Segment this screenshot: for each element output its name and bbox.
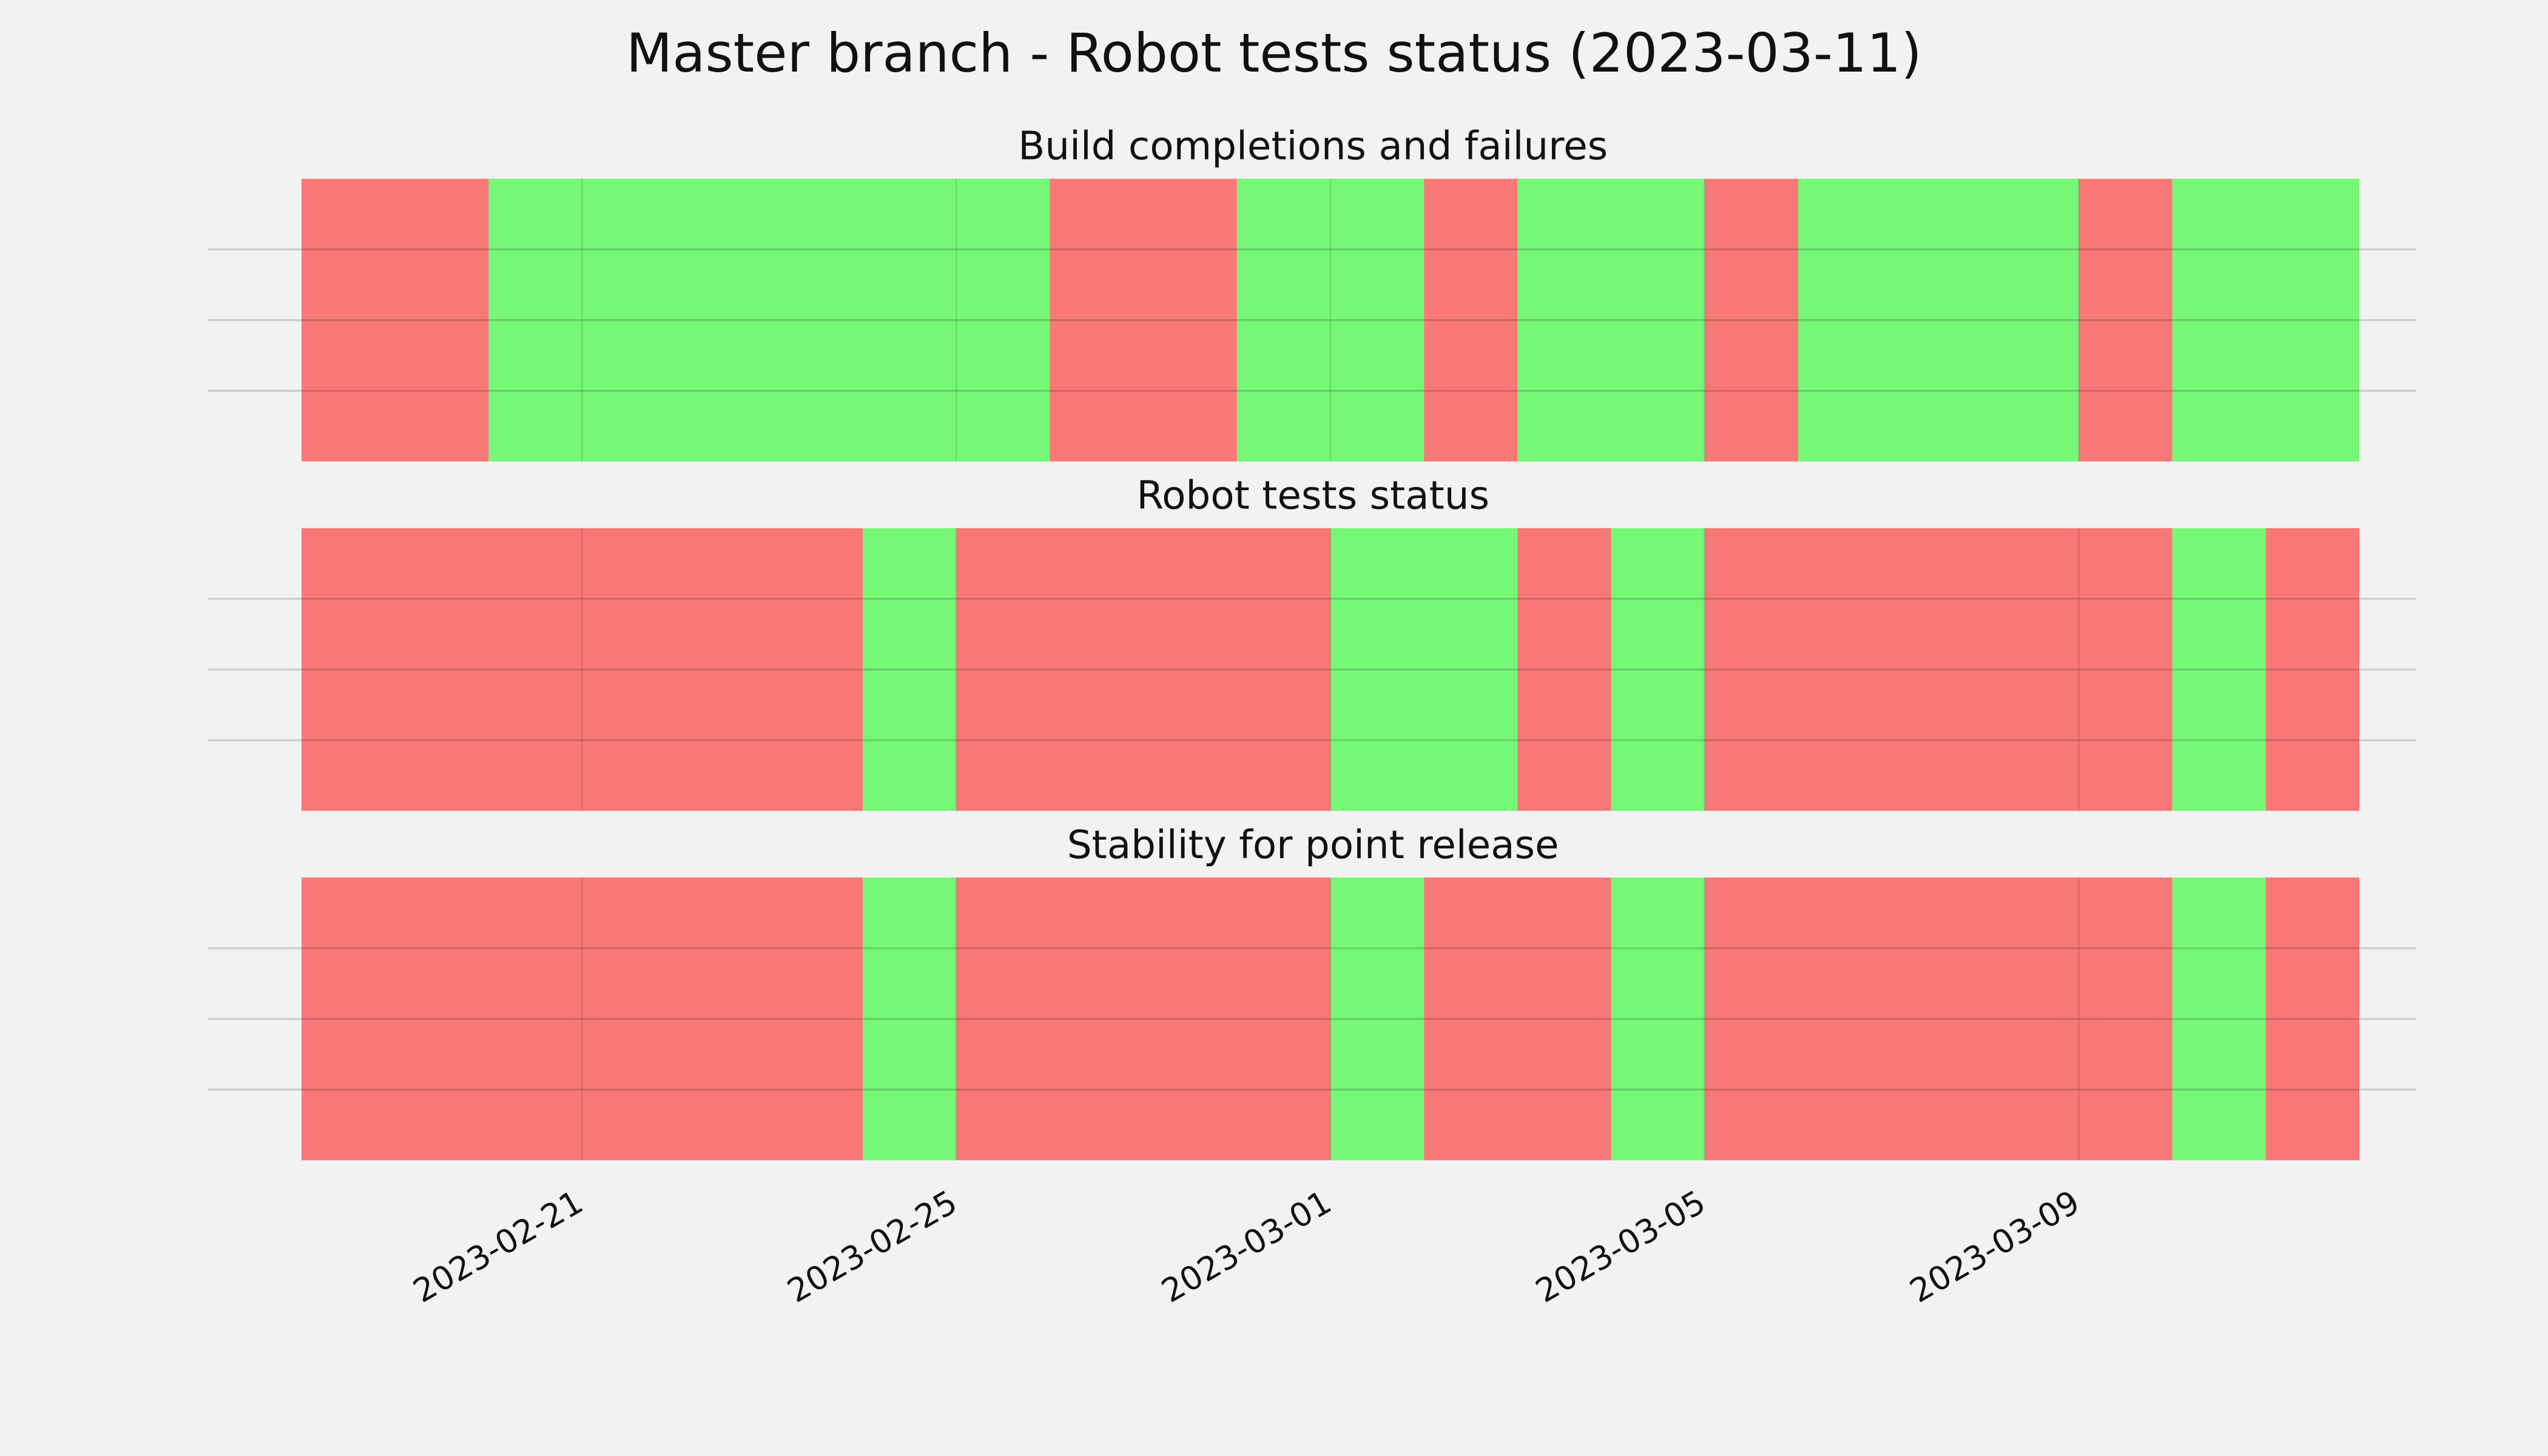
status-span — [1050, 178, 1237, 462]
status-span — [1517, 178, 1705, 462]
status-span — [1704, 877, 2172, 1161]
status-span — [302, 528, 863, 811]
status-span — [1424, 877, 1611, 1161]
figure-title: Master branch - Robot tests status (2023… — [626, 22, 1922, 84]
status-span — [302, 178, 489, 462]
status-span — [302, 877, 863, 1161]
status-span — [1704, 178, 1799, 462]
subplot-title: Stability for point release — [1067, 822, 1559, 868]
status-span — [1517, 528, 1611, 811]
status-span — [956, 877, 1331, 1161]
status-span — [2172, 528, 2266, 811]
subplot-title: Robot tests status — [1136, 473, 1489, 518]
status-span — [2172, 877, 2266, 1161]
status-span — [488, 178, 1050, 462]
status-span — [1704, 528, 2172, 811]
status-span — [2265, 877, 2360, 1161]
status-span — [2265, 528, 2360, 811]
status-span — [863, 528, 957, 811]
status-span — [2078, 178, 2172, 462]
status-span — [1424, 178, 1518, 462]
status-span — [1330, 877, 1424, 1161]
status-span — [1330, 528, 1518, 811]
status-span — [1236, 178, 1424, 462]
subplot-title: Build completions and failures — [1018, 124, 1608, 169]
status-span — [1611, 877, 1705, 1161]
status-span — [956, 528, 1331, 811]
status-span — [1798, 178, 2079, 462]
status-span — [2172, 178, 2360, 462]
status-span — [863, 877, 957, 1161]
status-span — [1611, 528, 1705, 811]
